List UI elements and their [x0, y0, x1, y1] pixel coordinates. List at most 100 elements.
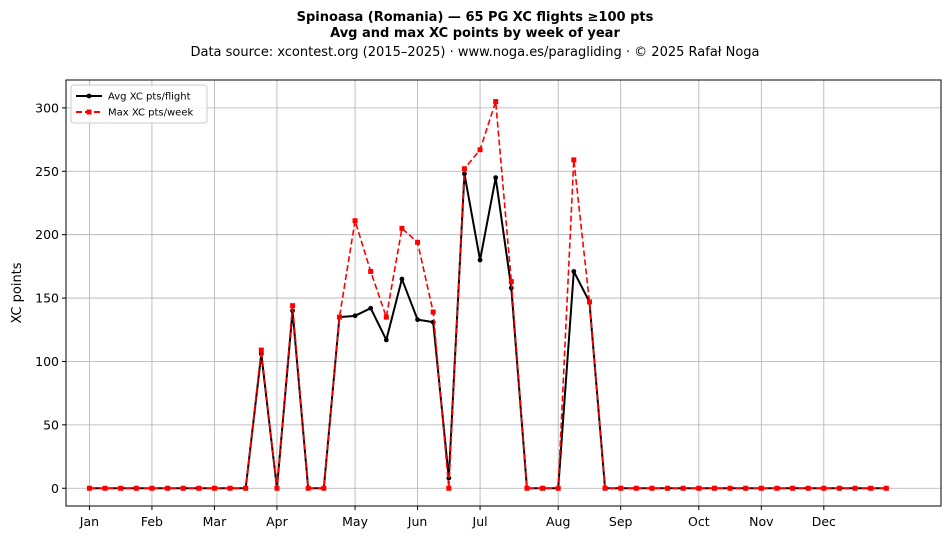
x-axis: Jan Feb Mar Apr May Jun Jul Aug Sep Oct Nov Dec [79, 506, 836, 529]
chart-subtitle: Data source: xcontest.org (2015–2025) · … [190, 45, 759, 60]
plot-area [86, 99, 889, 491]
data-point [883, 485, 889, 491]
data-point [383, 314, 389, 320]
data-point [321, 485, 327, 491]
data-point [540, 485, 546, 491]
data-point [493, 99, 499, 105]
series-line-max-xc-pts-week [89, 100, 887, 490]
data-point [415, 317, 420, 323]
data-point [274, 485, 280, 491]
data-point [633, 485, 639, 491]
data-point [602, 485, 608, 491]
series-avg-xc-pts-flight [87, 171, 889, 491]
y-tick-label: 250 [35, 164, 59, 179]
data-point [524, 485, 530, 491]
y-tick-label: 0 [51, 481, 59, 496]
series-line-avg-xc-pts-flight [89, 172, 887, 490]
legend-box [70, 84, 208, 124]
x-tick-label-nov: Nov [749, 514, 774, 529]
data-point [446, 485, 452, 491]
data-point [477, 147, 483, 153]
legend: Avg XC pts/flight Max XC pts/week [70, 84, 208, 124]
x-tick-label-jan: Jan [79, 514, 99, 529]
data-point [352, 218, 358, 224]
chart-title-line2: Avg and max XC points by week of year [330, 26, 620, 41]
data-point [696, 485, 702, 491]
x-tick-label-mar: Mar [203, 514, 227, 529]
data-point [227, 485, 233, 491]
data-point [133, 485, 139, 491]
legend-marker [86, 109, 92, 115]
data-point [680, 485, 686, 491]
x-tick-label-feb: Feb [141, 514, 163, 529]
data-point [727, 485, 733, 491]
y-tick-label: 150 [35, 291, 59, 306]
data-point [571, 269, 577, 274]
data-point [790, 485, 796, 491]
data-point [368, 305, 374, 311]
y-axis-label: XC points [10, 262, 25, 323]
data-point [758, 485, 764, 491]
data-point [196, 485, 202, 491]
data-point [852, 485, 858, 491]
legend-label: Avg XC pts/flight [108, 92, 191, 103]
data-point [743, 485, 749, 491]
data-point [415, 239, 421, 245]
data-point [805, 485, 811, 491]
data-point [665, 485, 671, 491]
x-tick-label-dec: Dec [812, 514, 836, 529]
data-point [352, 313, 358, 319]
data-point [774, 485, 780, 491]
data-point [336, 314, 342, 320]
data-point [477, 257, 483, 263]
data-point [368, 268, 374, 274]
data-point [305, 485, 311, 491]
legend-marker [86, 93, 92, 99]
data-point [649, 485, 655, 491]
data-point [461, 166, 467, 172]
x-tick-label-may: May [342, 514, 368, 529]
y-tick-label: 300 [35, 100, 59, 115]
data-point [571, 157, 577, 163]
y-tick-label: 200 [35, 227, 59, 242]
data-point [149, 485, 155, 491]
data-point [165, 485, 171, 491]
data-point [118, 485, 124, 491]
data-point [555, 485, 561, 491]
data-point [821, 485, 827, 491]
legend-label: Max XC pts/week [108, 108, 193, 119]
data-point [211, 485, 217, 491]
chart-title-group: Spinoasa (Romania) — 65 PG XC flights ≥1… [190, 10, 759, 60]
data-point [399, 225, 405, 231]
data-point [430, 309, 436, 315]
data-point [383, 337, 389, 343]
data-point [508, 279, 514, 285]
x-tick-label-sep: Sep [609, 514, 633, 529]
data-point [290, 303, 296, 309]
grid-lines [66, 80, 941, 506]
y-tick-label: 50 [43, 417, 59, 432]
x-tick-label-apr: Apr [266, 514, 288, 529]
data-point [836, 485, 842, 491]
x-tick-label-oct: Oct [688, 514, 710, 529]
data-point [86, 485, 92, 491]
data-point [493, 175, 499, 181]
data-point [102, 485, 108, 491]
data-point [399, 276, 405, 282]
y-tick-label: 100 [35, 354, 59, 369]
legend-item-avg-xc-pts-flight: Avg XC pts/flight [76, 92, 191, 103]
axes-frame [65, 79, 942, 507]
data-point [180, 485, 186, 491]
x-tick-label-jul: Jul [472, 514, 488, 529]
data-point [243, 485, 249, 491]
legend-item-max-xc-pts-week: Max XC pts/week [76, 108, 193, 119]
x-tick-label-jun: Jun [407, 514, 428, 529]
data-point [462, 171, 467, 177]
series-max-xc-pts-week [86, 99, 889, 491]
chart-title-line1: Spinoasa (Romania) — 65 PG XC flights ≥1… [297, 10, 654, 25]
data-point [711, 485, 717, 491]
data-point [586, 299, 592, 305]
data-point [868, 485, 874, 491]
data-point [258, 347, 264, 353]
